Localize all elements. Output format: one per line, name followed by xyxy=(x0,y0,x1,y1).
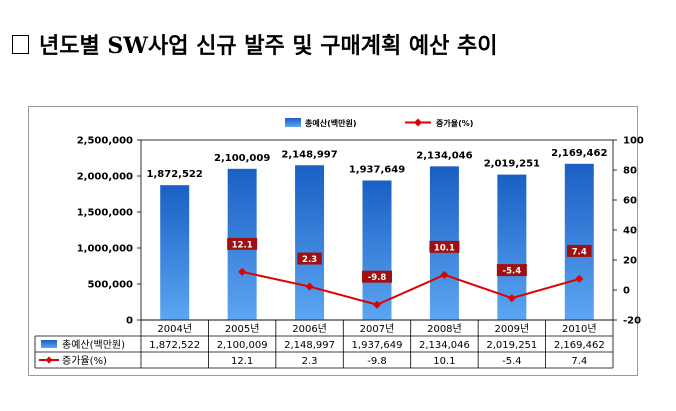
right-tick-label: 80 xyxy=(623,166,637,177)
table-cell: 10.1 xyxy=(433,356,455,367)
right-tick-label: 0 xyxy=(623,286,630,297)
left-tick-label: 1,000,000 xyxy=(77,244,133,255)
bar xyxy=(160,185,190,320)
left-tick-label: 2,500,000 xyxy=(77,136,133,147)
growth-label-box xyxy=(567,244,592,257)
growth-rate-point xyxy=(238,267,247,276)
bar-value-label: 2,169,462 xyxy=(551,148,607,159)
right-tick-label: 20 xyxy=(623,256,637,267)
bar-value-label: 2,019,251 xyxy=(484,159,540,170)
right-tick-label: -20 xyxy=(623,316,641,327)
table-cell: -9.8 xyxy=(367,356,387,367)
legend-bar-label: 총예산(백만원) xyxy=(305,118,356,128)
table-cell: 2,019,251 xyxy=(486,340,537,351)
growth-rate-point xyxy=(507,294,516,303)
table-cell: 2.3 xyxy=(302,356,318,367)
table-cell: 1,872,522 xyxy=(149,340,200,351)
bar xyxy=(295,165,325,320)
growth-label-box xyxy=(496,264,527,277)
table-cell: 2,148,997 xyxy=(284,340,335,351)
x-tick-label: 2006년 xyxy=(292,323,327,335)
bar xyxy=(564,163,594,320)
growth-rate-point xyxy=(373,300,381,309)
table-cell: 12.1 xyxy=(231,356,253,367)
table-cell: 2,169,462 xyxy=(554,340,605,351)
x-tick-label: 2010년 xyxy=(562,323,597,335)
growth-rate-point xyxy=(440,270,449,279)
x-tick-label: 2008년 xyxy=(427,323,462,335)
left-tick-label: 500,000 xyxy=(87,280,133,291)
growth-rate-label: 2.3 xyxy=(302,255,317,265)
bar-value-label: 1,937,649 xyxy=(349,164,405,175)
right-tick-label: 40 xyxy=(623,226,637,237)
table-cell: 1,937,649 xyxy=(352,340,403,351)
growth-label-box xyxy=(362,270,392,283)
x-tick-label: 2009년 xyxy=(495,323,530,335)
table-cell: -5.4 xyxy=(502,356,522,367)
table-row-label: 총예산(백만원) xyxy=(62,339,125,351)
growth-label-box xyxy=(297,252,322,265)
growth-label-box xyxy=(429,240,460,253)
bar-value-label: 2,148,997 xyxy=(281,149,337,160)
growth-rate-label: 12.1 xyxy=(232,240,253,250)
table-cell: 2,100,009 xyxy=(217,340,268,351)
left-tick-label: 2,000,000 xyxy=(77,172,133,183)
right-tick-label: 100 xyxy=(623,136,644,147)
x-tick-label: 2004년 xyxy=(157,323,192,335)
bar-value-label: 2,134,046 xyxy=(416,150,472,161)
table-row-label: 증가율(%) xyxy=(62,355,107,367)
x-tick-label: 2005년 xyxy=(225,323,260,335)
page-title: 년도별 SW사업 신규 발주 및 구매계획 예산 추이 xyxy=(12,28,498,60)
table-cell: 7.4 xyxy=(571,356,587,367)
legend-bar-swatch xyxy=(285,118,301,127)
bar-value-label: 2,100,009 xyxy=(214,153,270,164)
checkbox-square-icon xyxy=(12,34,29,54)
growth-rate-label: 10.1 xyxy=(434,243,455,253)
table-line-marker xyxy=(45,356,53,364)
growth-rate-label: -9.8 xyxy=(368,273,387,283)
page-title-text: 년도별 SW사업 신규 발주 및 구매계획 예산 추이 xyxy=(39,33,498,59)
table-bar-swatch xyxy=(41,340,57,348)
left-tick-label: 1,500,000 xyxy=(77,208,133,219)
growth-label-box xyxy=(227,237,258,250)
bar-value-label: 1,872,522 xyxy=(147,169,203,180)
growth-rate-point xyxy=(305,282,314,291)
chart-frame xyxy=(28,106,638,376)
table-cell: 2,134,046 xyxy=(419,340,470,351)
growth-rate-line xyxy=(241,270,580,306)
right-tick-label: 60 xyxy=(623,196,637,207)
legend-line-marker xyxy=(414,118,422,127)
x-tick-label: 2007년 xyxy=(360,323,395,335)
growth-rate-label: 7.4 xyxy=(572,247,587,257)
bar xyxy=(362,180,392,320)
legend-line-label: 증가율(%) xyxy=(436,118,473,128)
left-tick-label: 0 xyxy=(126,316,133,327)
growth-rate-label: -5.4 xyxy=(503,267,522,277)
growth-rate-point xyxy=(575,274,584,283)
